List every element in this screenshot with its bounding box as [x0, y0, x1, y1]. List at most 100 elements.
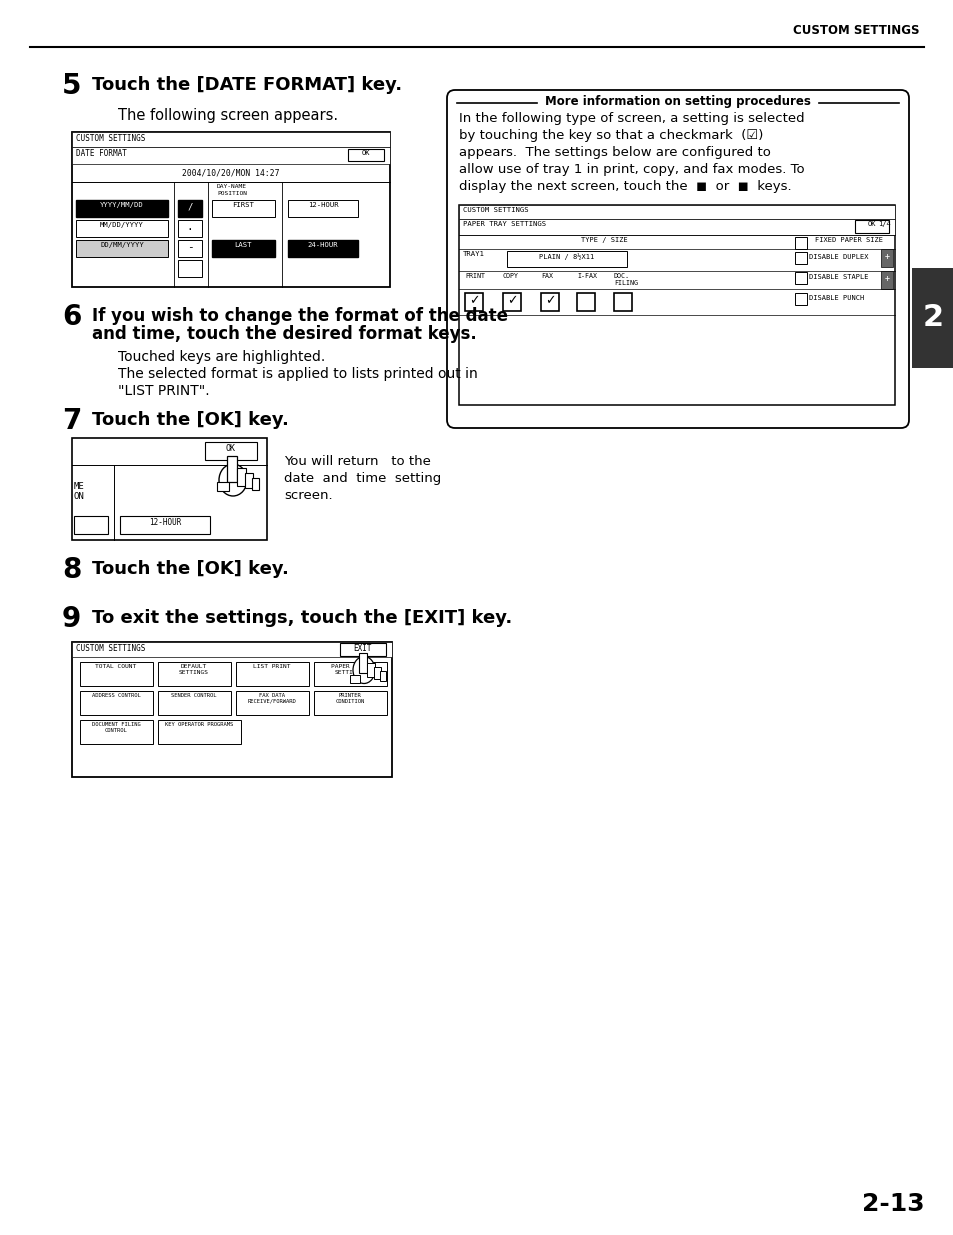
Text: DISABLE STAPLE: DISABLE STAPLE	[808, 274, 867, 280]
Text: Touched keys are highlighted.: Touched keys are highlighted.	[118, 350, 325, 364]
Text: MM/DD/YYYY: MM/DD/YYYY	[100, 222, 144, 228]
Text: PLAIN / 8½X11: PLAIN / 8½X11	[538, 253, 594, 259]
Text: /: /	[187, 203, 193, 211]
Text: 9: 9	[62, 605, 81, 634]
Bar	[540, 293, 558, 311]
Text: SENDER CONTROL: SENDER CONTROL	[172, 693, 216, 698]
Bar	[178, 200, 202, 217]
Text: 5: 5	[62, 72, 81, 100]
Bar	[367, 663, 375, 677]
Text: ✓: ✓	[544, 294, 555, 308]
Text: 8: 8	[62, 556, 81, 584]
Text: 6: 6	[62, 303, 81, 331]
Text: CUSTOM SETTINGS: CUSTOM SETTINGS	[462, 207, 528, 212]
Text: by touching the key so that a checkmark  (☑): by touching the key so that a checkmark …	[458, 128, 762, 142]
Text: DISABLE PUNCH: DISABLE PUNCH	[808, 295, 863, 301]
Bar	[358, 653, 367, 673]
Text: DOC.
FILING: DOC. FILING	[614, 273, 638, 287]
Bar	[314, 662, 387, 685]
Bar	[614, 293, 631, 311]
Text: 2-13: 2-13	[862, 1192, 923, 1216]
Text: The selected format is applied to lists printed out in: The selected format is applied to lists …	[118, 367, 477, 382]
Text: 12-HOUR: 12-HOUR	[149, 517, 181, 527]
Text: 24-HOUR: 24-HOUR	[308, 242, 338, 248]
Bar	[502, 293, 520, 311]
Bar	[235, 692, 309, 715]
Text: You will return   to the: You will return to the	[284, 454, 431, 468]
Text: appears.  The settings below are configured to: appears. The settings below are configur…	[458, 146, 770, 159]
Text: PAPER TRAY
SETTINGS: PAPER TRAY SETTINGS	[331, 664, 369, 674]
Text: OK: OK	[867, 221, 876, 227]
Bar	[71, 132, 390, 287]
Bar	[71, 642, 392, 777]
Text: DD/MM/YYYY: DD/MM/YYYY	[100, 242, 144, 248]
Bar	[794, 252, 806, 264]
Bar	[80, 692, 152, 715]
Text: DOCUMENT FILING
CONTROL: DOCUMENT FILING CONTROL	[91, 722, 140, 732]
Bar	[205, 442, 256, 459]
Text: TRAY1: TRAY1	[462, 251, 484, 257]
Text: FIXED PAPER SIZE: FIXED PAPER SIZE	[814, 237, 882, 243]
Bar	[80, 720, 152, 743]
Text: ADDRESS CONTROL: ADDRESS CONTROL	[91, 693, 140, 698]
Bar	[314, 692, 387, 715]
Text: The following screen appears.: The following screen appears.	[118, 107, 337, 124]
Text: allow use of tray 1 in print, copy, and fax modes. To: allow use of tray 1 in print, copy, and …	[458, 163, 803, 177]
Text: More information on setting procedures: More information on setting procedures	[544, 95, 810, 107]
Bar	[880, 270, 892, 289]
Bar	[178, 261, 202, 277]
Text: To exit the settings, touch the [EXIT] key.: To exit the settings, touch the [EXIT] k…	[91, 609, 512, 627]
Bar	[458, 205, 894, 405]
Bar	[458, 219, 894, 235]
Text: ✓: ✓	[468, 294, 478, 308]
Bar	[158, 692, 231, 715]
Text: ✓: ✓	[506, 294, 517, 308]
Bar	[245, 473, 253, 488]
Bar	[288, 240, 357, 257]
Bar	[212, 200, 274, 217]
Text: DATE FORMAT: DATE FORMAT	[76, 149, 127, 158]
Text: PRINTER
CONDITION: PRINTER CONDITION	[335, 693, 364, 704]
Text: 1/4: 1/4	[878, 221, 890, 227]
Text: -: -	[187, 242, 193, 252]
Text: ON: ON	[74, 492, 85, 501]
Text: FIRST: FIRST	[232, 203, 253, 207]
Bar	[178, 220, 202, 237]
Bar	[911, 268, 953, 368]
Text: In the following type of screen, a setting is selected: In the following type of screen, a setti…	[458, 112, 803, 125]
Text: CUSTOM SETTINGS: CUSTOM SETTINGS	[76, 643, 145, 653]
Bar	[794, 293, 806, 305]
FancyBboxPatch shape	[447, 90, 908, 429]
Text: LAST: LAST	[234, 242, 252, 248]
Text: If you wish to change the format of the date: If you wish to change the format of the …	[91, 308, 507, 325]
Text: DISABLE DUPLEX: DISABLE DUPLEX	[808, 254, 867, 261]
Ellipse shape	[353, 657, 375, 683]
Text: ME: ME	[74, 482, 85, 492]
Bar	[71, 438, 267, 540]
Bar	[120, 516, 210, 534]
Text: CUSTOM SETTINGS: CUSTOM SETTINGS	[76, 135, 145, 143]
Bar	[288, 200, 357, 217]
Bar	[348, 149, 384, 161]
Text: screen.: screen.	[284, 489, 333, 501]
Bar	[794, 272, 806, 284]
Bar	[80, 662, 152, 685]
Text: "LIST PRINT".: "LIST PRINT".	[118, 384, 210, 398]
Text: and time, touch the desired format keys.: and time, touch the desired format keys.	[91, 325, 476, 343]
Text: 2004/10/20/MON 14:27: 2004/10/20/MON 14:27	[182, 168, 279, 177]
Ellipse shape	[219, 464, 247, 496]
Text: OK: OK	[226, 445, 235, 453]
Bar	[374, 667, 380, 679]
Text: display the next screen, touch the  ◼  or  ◼  keys.: display the next screen, touch the ◼ or …	[458, 180, 791, 193]
Bar	[76, 200, 168, 217]
Bar	[74, 516, 108, 534]
Bar	[212, 240, 274, 257]
Bar	[76, 220, 168, 237]
Bar	[158, 720, 241, 743]
Text: TYPE / SIZE: TYPE / SIZE	[580, 237, 627, 243]
Bar	[339, 643, 386, 656]
Bar	[227, 456, 236, 482]
Text: Touch the [OK] key.: Touch the [OK] key.	[91, 559, 289, 578]
Text: POSITION: POSITION	[216, 191, 247, 196]
Bar	[235, 662, 309, 685]
